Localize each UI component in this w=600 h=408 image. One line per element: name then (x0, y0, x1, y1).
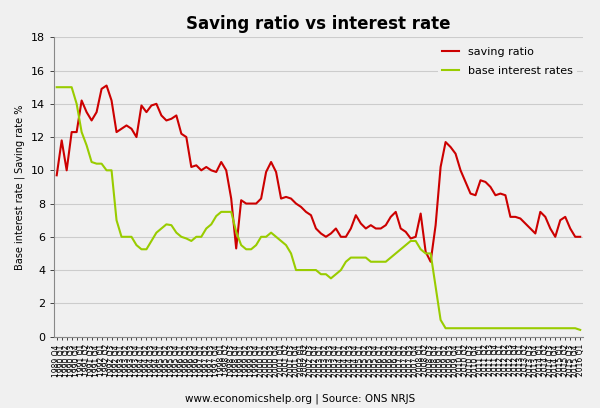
saving ratio (53, 173, 61, 178)
base interest rates (68, 85, 75, 90)
base interest rates (362, 255, 370, 260)
saving ratio (577, 234, 584, 239)
saving ratio (427, 259, 434, 264)
base interest rates (507, 326, 514, 330)
Line: saving ratio: saving ratio (57, 86, 580, 262)
Legend: saving ratio, base interest rates: saving ratio, base interest rates (438, 43, 577, 81)
base interest rates (53, 85, 61, 90)
saving ratio (517, 216, 524, 221)
Y-axis label: Base interest rate | Saving rate %: Base interest rate | Saving rate % (15, 104, 26, 270)
base interest rates (412, 239, 419, 244)
saving ratio (367, 223, 374, 228)
base interest rates (392, 251, 400, 256)
base interest rates (357, 255, 364, 260)
base interest rates (577, 328, 584, 333)
Title: Saving ratio vs interest rate: Saving ratio vs interest rate (186, 15, 451, 33)
saving ratio (397, 226, 404, 231)
Line: base interest rates: base interest rates (57, 87, 580, 330)
saving ratio (362, 226, 370, 231)
Text: www.economicshelp.org | Source: ONS NRJS: www.economicshelp.org | Source: ONS NRJS (185, 393, 415, 404)
saving ratio (68, 130, 75, 135)
saving ratio (417, 211, 424, 216)
saving ratio (103, 83, 110, 88)
